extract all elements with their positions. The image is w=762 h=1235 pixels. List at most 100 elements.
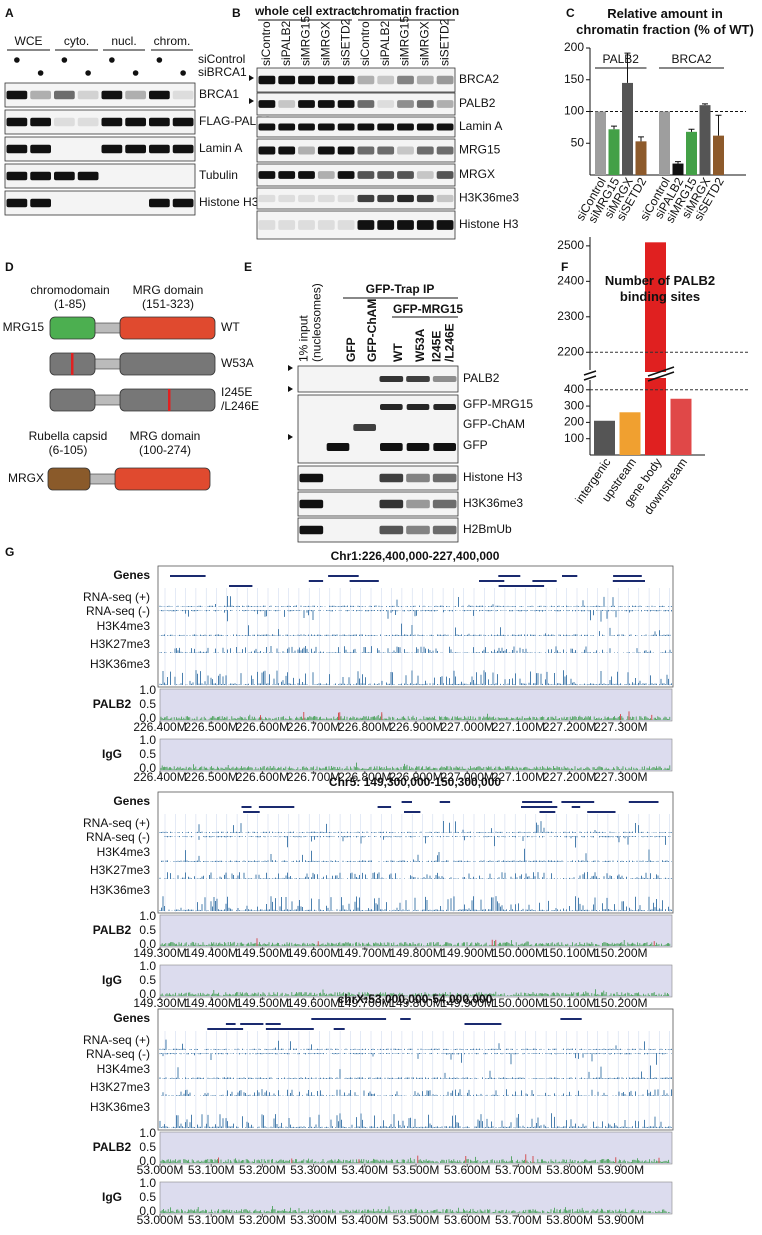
y-tick-label: 0.5 — [139, 697, 156, 711]
band — [149, 117, 170, 127]
group-label: GFP-Trap IP — [366, 282, 435, 296]
track-label: RNA-seq (-) — [86, 1047, 150, 1061]
x-tick-label: 53.000M — [137, 1213, 184, 1227]
blot — [256, 92, 456, 116]
group-label: whole cell extract — [254, 4, 355, 18]
rna-minus-signal — [164, 836, 671, 848]
signal — [160, 1156, 671, 1163]
band — [416, 75, 434, 85]
x-tick-label: 53.300M — [290, 1213, 337, 1227]
x-tick-label: 149.300M — [133, 946, 186, 960]
dot — [37, 70, 44, 76]
bar — [659, 111, 670, 175]
y-tick-label: 0.0 — [139, 987, 156, 1001]
band — [30, 198, 51, 208]
x-tick-label: 53.500M — [393, 1213, 440, 1227]
x-tick-label: 149.600M — [287, 996, 340, 1010]
bar — [635, 141, 647, 175]
band — [357, 75, 375, 85]
band — [436, 146, 454, 155]
browser-box — [157, 565, 674, 688]
band — [397, 100, 414, 108]
variant-label: W53A — [221, 356, 254, 370]
lane-label: siControl — [358, 19, 372, 66]
group-label: chromatin fraction — [354, 4, 459, 18]
band — [436, 75, 454, 85]
lane-label: siSETD2 — [437, 18, 451, 66]
band — [298, 146, 315, 155]
y-tick-label: 1.0 — [139, 1126, 156, 1140]
group-label: WCE — [15, 34, 43, 48]
h3k27me3-signal — [161, 1089, 672, 1096]
track-label: H3K4me3 — [97, 1062, 151, 1076]
domain-range: (1-85) — [54, 297, 86, 311]
track-label: PALB2 — [93, 1140, 132, 1154]
blot-label: Histone H3 — [199, 195, 259, 209]
protein-name: MRGX — [8, 471, 44, 485]
h3k4me3-signal — [159, 1065, 672, 1079]
x-tick-label: 227.100M — [492, 720, 545, 734]
band — [317, 146, 335, 155]
blot-label: BRCA2 — [459, 72, 499, 86]
lane-label: W53A — [413, 328, 427, 362]
band — [278, 171, 296, 179]
y-tick-label: 0.5 — [139, 923, 156, 937]
band — [278, 194, 296, 203]
x-tick-label: 227.200M — [543, 720, 596, 734]
peak-signal — [260, 711, 653, 720]
x-tick-label: 149.700M — [338, 946, 391, 960]
band — [436, 123, 454, 131]
gene-models — [207, 1018, 582, 1030]
band — [433, 404, 456, 410]
blot-label: H2BmUb — [463, 522, 512, 536]
blot-label: Histone H3 — [459, 217, 519, 231]
signal — [160, 762, 671, 770]
band — [406, 525, 430, 535]
domain — [47, 467, 91, 491]
band — [30, 90, 51, 100]
band — [337, 194, 355, 203]
x-tick-label: 53.700M — [495, 1163, 542, 1177]
x-tick-label: 226.400M — [133, 720, 186, 734]
panel-letter: F — [561, 260, 568, 274]
chart-title: Relative amount in chromatin fraction (%… — [576, 6, 754, 37]
x-tick-label: 226.500M — [185, 770, 238, 784]
track-panel — [159, 1181, 673, 1215]
track-panel — [159, 914, 673, 948]
y-tick-label: 2500 — [557, 238, 584, 252]
band — [6, 144, 28, 154]
x-tick-label: 53.100M — [188, 1163, 235, 1177]
x-tick-label: 149.500M — [236, 996, 289, 1010]
y-tick-label: 0.0 — [139, 1204, 156, 1218]
error-bar — [638, 136, 644, 142]
dot — [156, 57, 163, 63]
x-tick-label: 149.600M — [287, 946, 340, 960]
dot — [61, 57, 68, 63]
lane-label: WT — [391, 343, 405, 362]
signal — [160, 940, 671, 946]
band — [432, 525, 457, 535]
y-tick-label: 150 — [564, 72, 584, 86]
y-tick-label: 0.0 — [139, 1154, 156, 1168]
band — [337, 123, 355, 131]
browser-box — [157, 791, 674, 914]
bar — [672, 163, 684, 175]
band — [406, 499, 430, 509]
blot-label: FLAG-PALB2 — [199, 114, 271, 128]
blot-label: PALB2 — [459, 96, 496, 110]
band — [397, 171, 414, 179]
track-label: IgG — [102, 747, 122, 761]
rna-minus-signal — [159, 610, 672, 622]
band — [258, 220, 276, 230]
domain-name: chromodomain — [30, 283, 109, 297]
track-label: RNA-seq (-) — [86, 830, 150, 844]
h3k4me3-signal — [161, 848, 672, 862]
x-tick-label: 149.500M — [236, 946, 289, 960]
lane-label: siMRG15 — [299, 16, 313, 66]
track-label: H3K27me3 — [90, 637, 150, 651]
x-tick-label: 149.700M — [338, 996, 391, 1010]
y-tick-label: 1.0 — [139, 959, 156, 973]
x-tick-label: 149.400M — [185, 996, 238, 1010]
